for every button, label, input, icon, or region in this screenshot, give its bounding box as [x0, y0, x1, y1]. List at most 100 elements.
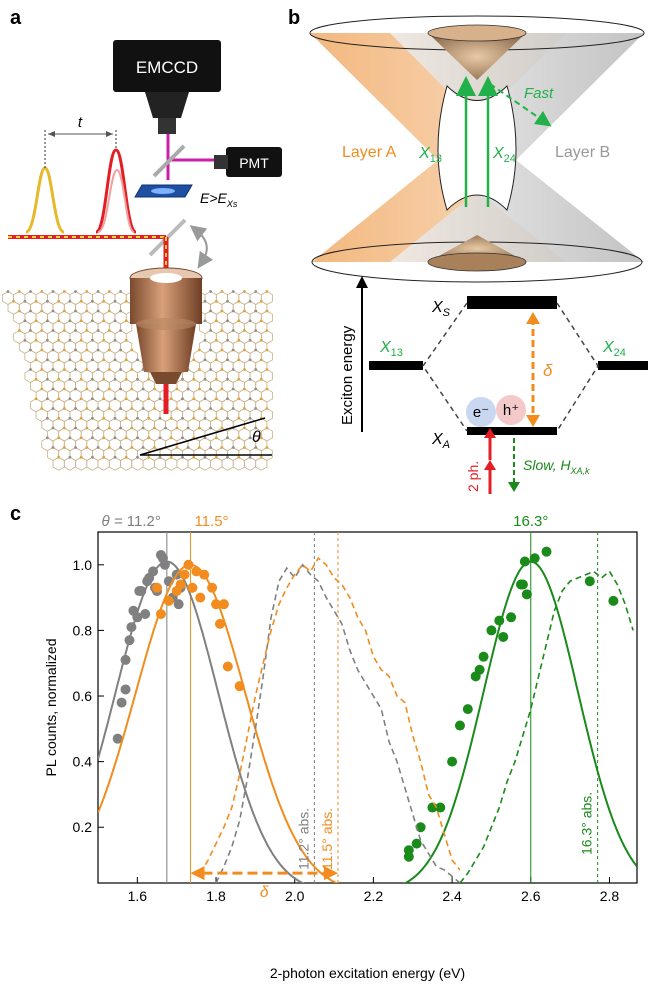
abs-label: 11.2° abs. — [295, 808, 311, 870]
lattice-atom — [51, 309, 55, 313]
lattice-atom — [85, 407, 89, 410]
lattice-atom — [231, 309, 235, 313]
lattice-atom — [46, 436, 49, 440]
lattice-atom — [192, 397, 196, 401]
lattice-atom — [136, 397, 139, 401]
lattice-atom — [57, 299, 61, 303]
lattice-atom — [153, 407, 156, 410]
lattice-atom — [62, 348, 66, 352]
lattice-atom — [29, 329, 32, 332]
lattice-atom — [51, 387, 55, 391]
lattice-atom — [91, 299, 94, 303]
lattice-atom — [226, 416, 229, 420]
y-tick-label: 0.2 — [73, 819, 93, 835]
plot-frame — [97, 531, 638, 884]
lattice-atom — [96, 446, 100, 449]
lattice-atom — [226, 377, 229, 381]
lattice-atom — [79, 338, 83, 342]
lattice-atom — [226, 397, 229, 401]
lattice-atom — [40, 348, 44, 352]
lattice-atom — [231, 348, 235, 352]
lattice-atom — [265, 329, 269, 332]
lattice-cell — [75, 456, 88, 471]
lattice-atom — [248, 397, 252, 401]
lattice-atom — [181, 436, 184, 440]
lattice-atom — [91, 319, 94, 323]
lattice-atom — [74, 407, 77, 410]
pulse-red-pair — [95, 148, 137, 234]
lattice-atom — [175, 446, 179, 449]
lattice-atom — [153, 387, 156, 391]
lattice-atom — [62, 446, 66, 449]
lattice-atom — [265, 309, 269, 313]
lattice-atom — [220, 446, 224, 449]
lattice-atom — [62, 387, 66, 391]
two-photon-label: 2 ph. — [465, 461, 481, 492]
lattice-atom — [96, 309, 100, 313]
lattice-atom — [91, 436, 94, 440]
delta-label: δ — [260, 884, 270, 901]
lattice-atom — [265, 368, 269, 371]
lattice-atom — [141, 387, 145, 391]
lattice-atom — [130, 387, 134, 391]
lattice-atom — [68, 299, 72, 303]
lattice-atom — [34, 319, 38, 323]
lattice-atom — [181, 455, 184, 459]
x13-level — [369, 361, 423, 370]
lattice-atom — [186, 426, 190, 430]
lattice-atom — [102, 358, 106, 362]
x-tick-label: 2.2 — [364, 888, 384, 904]
lattice-atom — [164, 426, 168, 430]
lattice-atom — [226, 319, 229, 323]
lattice-atom — [198, 348, 201, 352]
lattice-atom — [158, 416, 162, 420]
lattice-atom — [79, 377, 83, 381]
lattice-atom — [51, 426, 55, 430]
lattice-atom — [198, 368, 201, 371]
lattice-atom — [107, 368, 111, 371]
angle-label: 16.3° — [513, 513, 548, 530]
lattice-atom — [254, 368, 258, 371]
data-point — [541, 546, 552, 557]
x-tick-label: 1.6 — [128, 888, 148, 904]
lattice-atom — [243, 407, 246, 410]
lattice-atom — [136, 455, 139, 459]
data-point — [411, 838, 422, 849]
lattice-atom — [248, 377, 252, 381]
lattice-atom — [68, 416, 72, 420]
data-point — [498, 631, 509, 642]
lattice-atom — [243, 309, 246, 313]
angle-label: 11.5° — [194, 513, 228, 530]
lattice-atom — [17, 290, 21, 293]
cone-layer-b — [390, 33, 644, 262]
lattice-atom — [130, 368, 134, 371]
lattice-atom — [231, 329, 235, 332]
lattice-atom — [169, 455, 173, 459]
lattice-atom — [226, 338, 229, 342]
data-point — [195, 592, 206, 603]
lattice-atom — [119, 290, 122, 293]
lattice-atom — [102, 397, 106, 401]
lattice-atom — [85, 446, 89, 449]
lattice-atom — [169, 436, 173, 440]
fast-label: Fast — [524, 85, 554, 102]
x24-label: X24 — [492, 145, 516, 165]
lattice-atom — [203, 455, 207, 459]
lattice-atom — [209, 290, 213, 293]
lattice-atom — [29, 348, 32, 352]
lattice-atom — [243, 329, 246, 332]
data-point — [179, 569, 190, 580]
data-point — [152, 582, 163, 593]
objective-lens — [129, 267, 203, 384]
rotation-arrow — [189, 225, 214, 269]
lattice-atom — [17, 329, 21, 332]
lattice-atom — [254, 387, 258, 391]
lattice-cell — [86, 456, 99, 471]
xs-level — [467, 296, 557, 309]
lattice-atom — [40, 387, 44, 391]
lattice-atom — [226, 455, 229, 459]
lattice-atom — [175, 407, 179, 410]
lattice-atom — [175, 426, 179, 430]
lattice-cell — [131, 456, 144, 471]
lattice-atom — [74, 426, 77, 430]
